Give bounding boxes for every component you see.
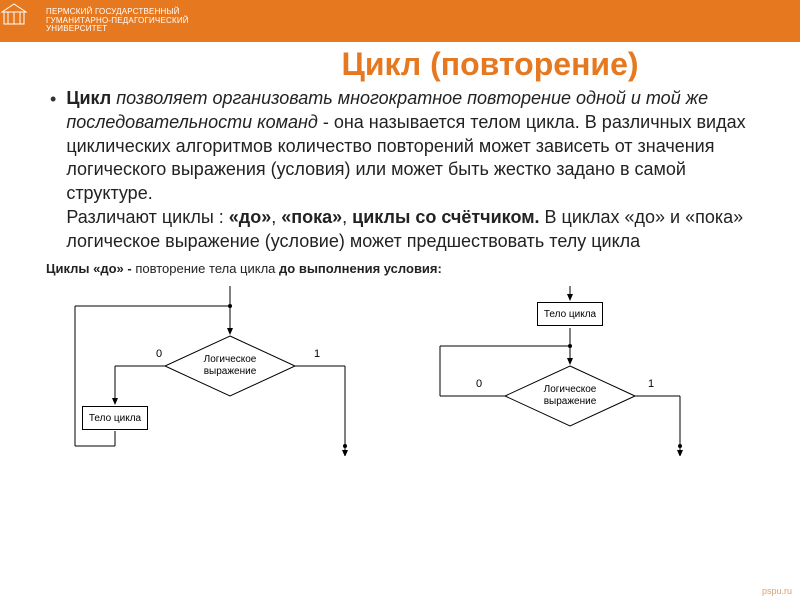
dt-normal: повторение тела цикла bbox=[135, 261, 279, 276]
logo-area: ПЕРМСКИЙ ГОСУДАРСТВЕННЫЙ ГУМАНИТАРНО-ПЕД… bbox=[10, 7, 189, 35]
lead-bold: Цикл bbox=[66, 88, 111, 108]
slide-title: Цикл (повторение) bbox=[0, 46, 800, 83]
header-bar: ПЕРМСКИЙ ГОСУДАРСТВЕННЫЙ ГУМАНИТАРНО-ПЕД… bbox=[0, 0, 800, 42]
bullet-icon: • bbox=[50, 90, 56, 253]
main-paragraph: Цикл позволяет организовать многократное… bbox=[66, 87, 760, 253]
body-box-right: Тело цикла bbox=[537, 302, 603, 326]
type-do: «до» bbox=[229, 207, 271, 227]
watermark: pspu.ru bbox=[762, 586, 792, 596]
flowchart-right: Тело цикла Логическое выражение 0 1 bbox=[400, 286, 700, 456]
body-box-left: Тело цикла bbox=[82, 406, 148, 430]
type-while: «пока» bbox=[281, 207, 342, 227]
type-counter: циклы со счётчиком. bbox=[352, 207, 539, 227]
label-1-right: 1 bbox=[648, 378, 654, 390]
university-name: ПЕРМСКИЙ ГОСУДАРСТВЕННЫЙ ГУМАНИТАРНО-ПЕД… bbox=[46, 8, 189, 34]
dt-bold2: до выполнения условия: bbox=[279, 261, 442, 276]
label-1-left: 1 bbox=[314, 348, 320, 360]
flowchart-left: Логическое выражение Тело цикла 0 1 bbox=[60, 286, 360, 456]
diagram-title: Циклы «до» - повторение тела цикла до вы… bbox=[46, 261, 800, 276]
university-logo-icon bbox=[10, 7, 38, 35]
decision-label-left: Логическое выражение bbox=[190, 354, 270, 378]
dt-bold1: Циклы «до» - bbox=[46, 261, 135, 276]
decision-label-right: Логическое выражение bbox=[530, 384, 610, 408]
content-area: • Цикл позволяет организовать многократн… bbox=[0, 85, 800, 253]
diagram-container: Логическое выражение Тело цикла 0 1 bbox=[0, 282, 800, 456]
label-0-left: 0 bbox=[156, 348, 162, 360]
label-0-right: 0 bbox=[476, 378, 482, 390]
